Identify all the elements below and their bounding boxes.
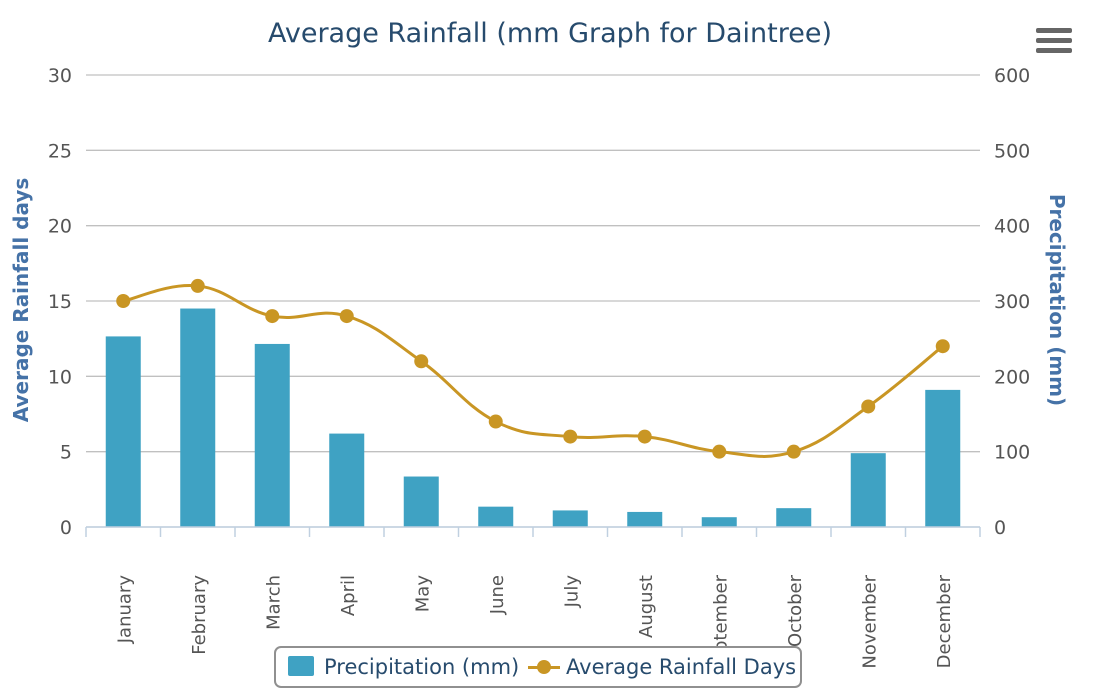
y-left-tick-label: 20 <box>48 216 72 238</box>
y-axis-right-title: Precipitation (mm) <box>1045 194 1069 406</box>
line-marker-swatch-icon <box>528 657 560 677</box>
rainfall-days-point[interactable] <box>488 414 503 429</box>
x-tick-label: August <box>636 575 657 638</box>
grid-lines <box>86 74 980 528</box>
rainfall-days-point[interactable] <box>861 399 876 414</box>
y-right-tick-label: 200 <box>994 366 1030 388</box>
rainfall-days-point[interactable] <box>265 309 280 324</box>
rainfall-days-point[interactable] <box>414 354 429 369</box>
x-tick-label: June <box>487 575 508 615</box>
y-right-tick-label: 300 <box>994 291 1030 313</box>
y-axis-left-title: Average Rainfall days <box>9 178 33 423</box>
y-left-tick-label: 10 <box>48 366 72 388</box>
rainfall-days-point[interactable] <box>339 309 354 324</box>
precipitation-bar[interactable] <box>180 308 216 527</box>
y-right-tick-label: 500 <box>994 140 1030 162</box>
x-tick-label: October <box>785 574 806 647</box>
y-left-tick-label: 25 <box>48 140 72 162</box>
rainfall-days-line <box>116 278 950 459</box>
x-tick-label: November <box>859 574 880 668</box>
rainfall-days-point[interactable] <box>637 429 652 444</box>
rainfall-days-point[interactable] <box>116 294 131 308</box>
x-tick-label: January <box>114 575 135 645</box>
y-left-tick-label: 5 <box>60 442 72 464</box>
x-tick-label: February <box>189 575 210 655</box>
chart-legend: Precipitation (mm) Average Rainfall Days <box>274 646 802 688</box>
precipitation-bar[interactable] <box>403 476 439 527</box>
precipitation-bar[interactable] <box>627 511 663 527</box>
precipitation-bar[interactable] <box>925 389 961 527</box>
y-left-tick-label: 15 <box>48 291 72 313</box>
y-right-tick-label: 0 <box>994 517 1006 539</box>
rainfall-days-point[interactable] <box>190 278 205 293</box>
legend-label-rainfall-days: Average Rainfall Days <box>566 655 797 679</box>
precipitation-bar[interactable] <box>329 433 365 527</box>
x-tick-label: May <box>412 575 433 613</box>
legend-label-precipitation: Precipitation (mm) <box>324 655 520 679</box>
x-tick-label: December <box>934 574 955 668</box>
rainfall-days-point[interactable] <box>712 444 727 459</box>
x-tick-label: March <box>263 575 284 630</box>
bar-swatch-icon <box>288 656 314 676</box>
y-right-tick-label: 100 <box>994 442 1030 464</box>
y-left-tick-label: 0 <box>60 517 72 539</box>
precipitation-bar[interactable] <box>552 510 588 527</box>
precipitation-bars <box>105 308 961 527</box>
precipitation-bar[interactable] <box>850 453 886 527</box>
chart-title: Average Rainfall (mm Graph for Daintree) <box>267 18 833 49</box>
legend-item-precipitation[interactable]: Precipitation (mm) <box>288 655 519 679</box>
hamburger-menu-icon[interactable] <box>1036 28 1072 54</box>
y-left-tick-label: 30 <box>48 65 72 87</box>
rainfall-days-point[interactable] <box>935 339 950 354</box>
precipitation-bar[interactable] <box>701 517 737 527</box>
y-right-tick-label: 400 <box>994 216 1030 238</box>
x-tick-label: July <box>561 575 582 609</box>
precipitation-bar[interactable] <box>105 336 141 527</box>
y-right-tick-label: 600 <box>994 65 1030 87</box>
x-tick-label: April <box>338 575 359 616</box>
rainfall-days-point[interactable] <box>563 429 578 444</box>
rainfall-days-point[interactable] <box>786 444 801 459</box>
legend-item-rainfall-days[interactable]: Average Rainfall Days <box>528 655 796 679</box>
precipitation-bar[interactable] <box>478 506 514 527</box>
precipitation-bar[interactable] <box>254 343 290 527</box>
precipitation-bar[interactable] <box>776 508 812 527</box>
rainfall-days-line-path <box>122 284 944 458</box>
